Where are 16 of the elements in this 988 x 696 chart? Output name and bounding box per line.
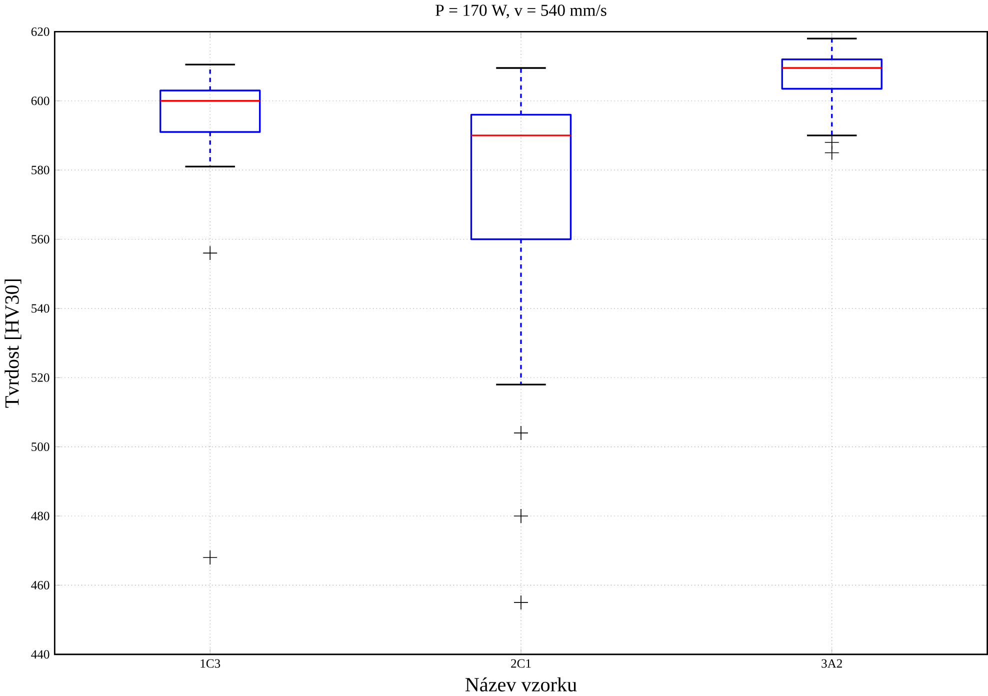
x-axis-title: Název vzorku (465, 677, 577, 692)
y-tick-label: 520 (32, 373, 50, 382)
chart-title: P = 170 W, v = 540 mm/s (436, 4, 606, 18)
y-tick-label: 500 (32, 442, 50, 451)
x-tick-label: 1C3 (200, 659, 220, 668)
y-tick-label: 440 (31, 650, 50, 659)
y-tick-label: 460 (31, 580, 50, 590)
x-tick-label: 3A2 (822, 659, 842, 668)
y-axis-title: Tvrdost [HV30] (4, 279, 22, 408)
y-tick-label: 600 (31, 96, 50, 106)
y-tick-label: 580 (32, 166, 50, 174)
y-tick-label: 480 (31, 512, 50, 520)
x-tick-label: 2C1 (511, 659, 531, 668)
y-tick-label: 560 (32, 234, 50, 244)
y-tick-label: 620 (31, 27, 50, 36)
y-tick-label: 540 (32, 304, 50, 313)
